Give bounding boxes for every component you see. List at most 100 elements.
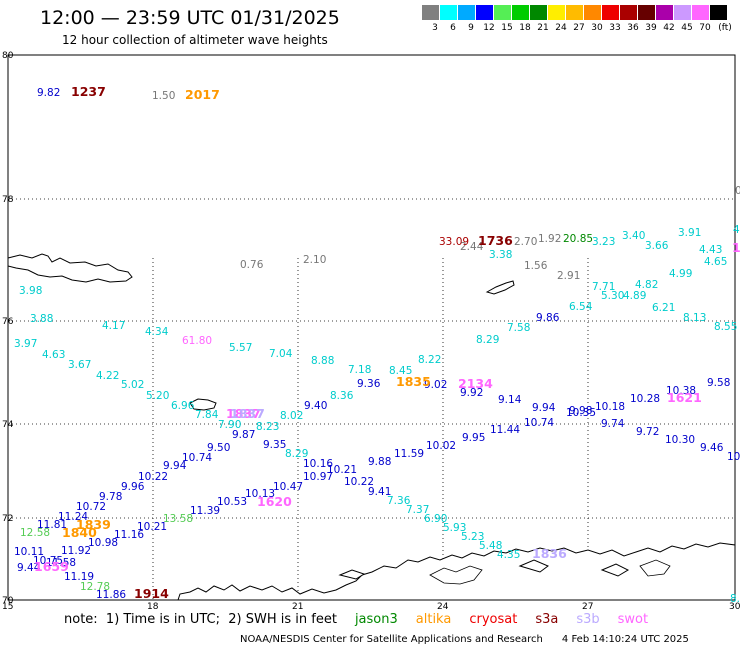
wave-height-value: 5.93 — [443, 522, 466, 534]
wave-height-value: 9.95 — [462, 432, 485, 444]
wave-height-value: 10.02 — [426, 440, 456, 452]
wave-height-value: 9.35 — [263, 439, 286, 451]
wave-height-value: 10.47 — [273, 481, 303, 493]
wave-height-value: 10.74 — [524, 417, 554, 429]
wave-height-value: 20.85 — [563, 233, 593, 245]
wave-height-value: 9.94 — [163, 460, 187, 472]
pass-time-label: 1914 — [134, 586, 169, 601]
lat-label: 74 — [2, 420, 14, 430]
legend-swatch — [440, 5, 457, 20]
svalbard-coast — [7, 253, 133, 283]
bear-island — [189, 398, 217, 411]
wave-height-value: 10.18 — [595, 401, 625, 413]
pass-time-label: 1836 — [532, 546, 567, 561]
legend-swatch — [584, 5, 601, 20]
wave-height-value: 4.43 — [699, 244, 722, 256]
wave-height-value: 10.28 — [630, 393, 660, 405]
legend-tick: 18 — [519, 23, 531, 33]
wave-height-value: 5.30 — [601, 290, 624, 302]
wave-height-value: 7.04 — [269, 348, 293, 360]
wave-height-value: 2.10 — [303, 254, 326, 266]
lon-label: 24 — [437, 602, 449, 612]
wave-height-value: 10.22 — [344, 476, 374, 488]
legend-tick: 3 — [432, 23, 438, 33]
lon-label: 15 — [2, 602, 13, 612]
pass-time-label: 1237 — [71, 84, 106, 99]
legend-swatch — [566, 5, 583, 20]
wave-height-value: 10.53 — [217, 496, 247, 508]
wave-height-value: 0. — [735, 185, 740, 197]
wave-height-value: 5.57 — [229, 342, 252, 354]
wave-height-value: 7.18 — [348, 364, 371, 376]
legend-swatch — [530, 5, 547, 20]
legend-swatch — [620, 5, 637, 20]
legend-tick: 9 — [468, 23, 474, 33]
satellite-label: jason3 — [354, 612, 398, 627]
wave-height-value: 5.20 — [146, 390, 169, 402]
pass-time-label: 1837 — [230, 406, 265, 421]
wave-height-value: 5.02 — [121, 379, 144, 391]
wave-height-value: 8.29 — [285, 448, 308, 460]
wave-height-value: 8.02 — [280, 410, 303, 422]
legend-swatch — [548, 5, 565, 20]
wave-height-value: 10.11 — [14, 546, 44, 558]
wave-height-value: 11.81 — [37, 519, 67, 531]
wave-height-value: 11.44 — [490, 424, 520, 436]
wave-height-value: 8.13 — [683, 312, 706, 324]
lat-label: 72 — [2, 514, 13, 524]
pass-time-label: 1837 — [226, 406, 261, 421]
wave-height-value: 8.23 — [256, 421, 279, 433]
wave-height-value: 3.40 — [622, 230, 645, 242]
wave-height-value: 8.55 — [714, 321, 737, 333]
wave-height-value: 9.72 — [636, 426, 659, 438]
wave-height-value: 3.67 — [68, 359, 91, 371]
wave-height-value: 10.35 — [566, 407, 596, 419]
legend-swatch — [476, 5, 493, 20]
wave-height-value: 1.50 — [152, 90, 175, 102]
wave-height-value: 10 — [727, 451, 740, 463]
wave-height-value: 10.38 — [666, 385, 696, 397]
wave-height-value: 7.36 — [387, 495, 411, 507]
wave-height-value: 11.24 — [58, 511, 88, 523]
wave-height-value: 7.90 — [218, 419, 241, 431]
pass-time-label: 1 — [732, 240, 740, 255]
pass-time-label: 1736 — [478, 233, 513, 248]
wave-height-value: 4.65 — [704, 256, 727, 268]
legend-swatch — [674, 5, 691, 20]
legend-tick: 70 — [699, 23, 711, 33]
wave-height-value: 9.92 — [460, 387, 483, 399]
legend-unit: (ft) — [718, 23, 732, 33]
legend-tick: 42 — [663, 23, 675, 33]
wave-height-value: 3.91 — [678, 227, 701, 239]
wave-height-value: 2.44 — [460, 241, 484, 253]
satellite-key: jason3 altika cryosat s3a s3b swot — [337, 612, 648, 627]
wave-height-value: 4.17 — [102, 320, 125, 332]
legend-tick: 6 — [450, 23, 456, 33]
wave-height-value: 8.45 — [389, 365, 412, 377]
coastlines — [7, 253, 736, 601]
wave-height-value: 3.38 — [489, 249, 512, 261]
wave-height-value: 9.36 — [357, 378, 381, 390]
wave-height-value: 9.46 — [700, 442, 724, 454]
legend-tick: 27 — [573, 23, 585, 33]
wave-height-value: 9.98 — [569, 405, 592, 417]
wave-height-value: 4.82 — [635, 279, 658, 291]
wave-height-value: 6.54 — [569, 301, 593, 313]
lat-label: 76 — [2, 317, 14, 327]
wave-height-value: 5.23 — [461, 531, 484, 543]
wave-height-value: 11.39 — [190, 505, 220, 517]
chart-subtitle: 12 hour collection of altimeter wave hei… — [62, 33, 328, 47]
wave-height-value: 10.75 — [33, 555, 63, 567]
wave-height-value: 4. — [733, 224, 740, 236]
satellite-label: swot — [617, 612, 649, 627]
wave-height-value: 11.19 — [64, 571, 94, 583]
wave-height-value: 6.21 — [652, 302, 675, 314]
wave-height-value: 2.70 — [514, 236, 537, 248]
wave-height-value: 11.92 — [61, 545, 91, 557]
wave-height-value: 3.23 — [592, 236, 615, 248]
wave-height-value: 9.78 — [99, 491, 122, 503]
lon-label: 18 — [147, 602, 159, 612]
wave-height-value: 4.22 — [96, 370, 119, 382]
wave-height-value: 9.40 — [304, 400, 327, 412]
